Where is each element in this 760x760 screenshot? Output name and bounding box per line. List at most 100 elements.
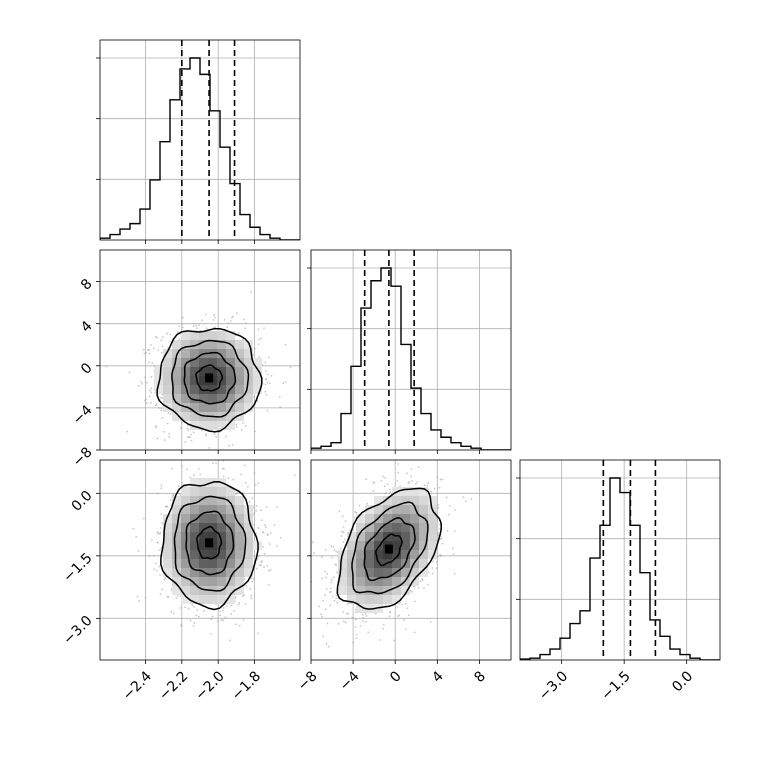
- scatter-point: [264, 526, 267, 529]
- density-cell: [163, 559, 172, 568]
- histogram-3: [520, 477, 720, 660]
- scatter-point: [342, 526, 345, 528]
- scatter-point: [178, 492, 181, 495]
- density-cell: [172, 358, 181, 367]
- scatter-point: [258, 338, 260, 341]
- scatter-point: [433, 487, 436, 490]
- density-cell: [217, 394, 226, 403]
- scatter-point: [333, 548, 336, 551]
- scatter-point: [381, 475, 384, 478]
- scatter-point: [447, 513, 450, 516]
- scatter-panel-3: [307, 459, 512, 664]
- xtick-label-param-2: 4: [429, 668, 447, 686]
- density-cell: [190, 403, 199, 412]
- scatter-point: [265, 506, 268, 509]
- density-cell: [226, 559, 235, 568]
- ytick-label-param-2: 4: [78, 318, 96, 336]
- scatter-point: [180, 624, 182, 627]
- scatter-point: [361, 613, 364, 616]
- scatter-point: [156, 492, 159, 495]
- scatter-point: [224, 616, 227, 619]
- scatter-point: [362, 616, 365, 619]
- scatter-point: [263, 524, 266, 526]
- density-cell: [226, 487, 235, 496]
- scatter-point: [270, 375, 273, 377]
- xtick-label-param-1: −2.0: [192, 668, 227, 703]
- density-cell: [410, 496, 419, 505]
- density-peak: [384, 544, 393, 554]
- density-cell: [235, 514, 244, 523]
- scatter-point: [244, 424, 247, 427]
- density-cell: [181, 496, 190, 505]
- density-cell: [217, 577, 226, 586]
- scatter-point: [382, 627, 384, 630]
- scatter-point: [279, 406, 282, 408]
- density-cell: [374, 577, 383, 586]
- scatter-point: [250, 290, 253, 293]
- scatter-point: [253, 523, 255, 526]
- density-cell: [392, 523, 401, 532]
- density-cell: [172, 385, 181, 394]
- scatter-point: [382, 623, 385, 626]
- scatter-point: [137, 384, 140, 387]
- scatter-point: [243, 318, 245, 321]
- density-cell: [163, 523, 172, 532]
- density-cell: [217, 340, 226, 349]
- scatter-point: [196, 609, 198, 611]
- scatter-point: [251, 497, 254, 500]
- scatter-point: [238, 601, 241, 604]
- density-cell: [208, 385, 217, 394]
- density-cell: [199, 586, 208, 595]
- scatter-point: [267, 373, 269, 376]
- density-cell: [392, 559, 401, 568]
- scatter-point: [440, 537, 443, 540]
- density-cell: [217, 403, 226, 412]
- density-cell: [181, 412, 190, 421]
- scatter-point: [179, 607, 182, 609]
- density-cell: [428, 514, 437, 523]
- density-cell: [190, 421, 199, 430]
- scatter-point: [247, 485, 249, 488]
- scatter-point: [352, 641, 355, 644]
- scatter-point: [359, 625, 362, 627]
- scatter-point: [386, 483, 389, 485]
- scatter-point: [155, 426, 157, 429]
- density-cell: [244, 541, 253, 550]
- scatter-point: [436, 476, 438, 479]
- scatter-point: [293, 474, 296, 477]
- density-cell: [235, 559, 244, 568]
- scatter-point: [257, 632, 260, 635]
- scatter-point: [404, 602, 407, 605]
- scatter-point: [158, 565, 161, 568]
- scatter-point: [415, 482, 417, 485]
- scatter-point: [166, 332, 168, 335]
- density-cell: [217, 559, 226, 568]
- xtick-label-param-2: −8: [295, 668, 321, 694]
- scatter-point: [189, 619, 192, 622]
- scatter-point: [453, 530, 456, 532]
- scatter-point: [346, 612, 348, 615]
- scatter-point: [204, 434, 207, 437]
- density-cell: [226, 577, 235, 586]
- density-cell: [365, 568, 374, 577]
- scatter-point: [342, 541, 345, 544]
- density-cell: [226, 421, 235, 430]
- scatter-point: [435, 560, 438, 563]
- density-cell: [244, 349, 253, 358]
- scatter-point: [156, 531, 159, 534]
- density-cell: [181, 532, 190, 541]
- scatter-point: [189, 436, 191, 438]
- scatter-point: [353, 516, 356, 519]
- scatter-point: [264, 361, 267, 364]
- density-cell: [356, 541, 365, 550]
- scatter-point: [330, 587, 332, 590]
- scatter-point: [176, 595, 179, 597]
- density-cell: [347, 541, 356, 550]
- scatter-point: [196, 327, 198, 330]
- density-cell: [428, 532, 437, 541]
- scatter-point: [436, 531, 439, 534]
- density-cell: [235, 541, 244, 550]
- scatter-point: [181, 324, 184, 326]
- density-cell: [419, 496, 428, 505]
- density-cell: [419, 532, 428, 541]
